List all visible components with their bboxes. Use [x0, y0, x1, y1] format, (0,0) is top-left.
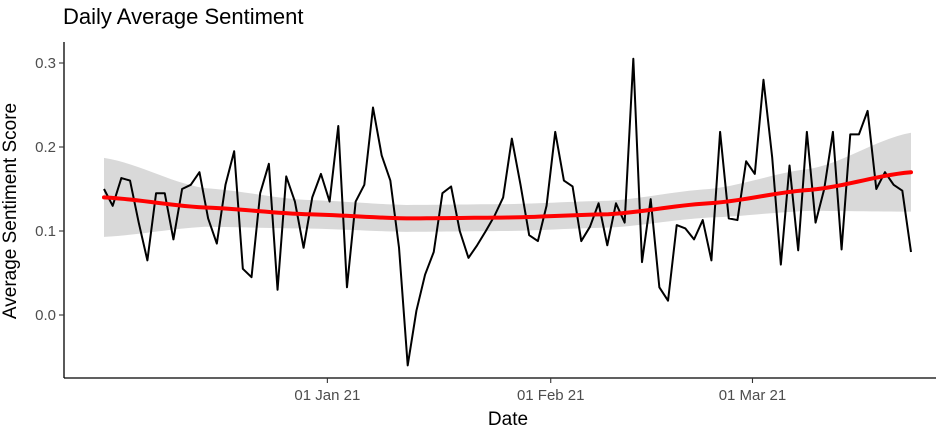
x-axis-title: Date — [488, 409, 528, 430]
y-axis-title: Average Sentiment Score — [0, 103, 21, 319]
y-tick-label: 0.3 — [35, 55, 56, 72]
smooth-trend-line — [102, 170, 913, 221]
x-tick-label: 01 Jan 21 — [294, 387, 360, 404]
x-axis: 01 Jan 21 01 Feb 21 01 Mar 21 — [294, 378, 786, 404]
y-axis: 0.0 0.1 0.2 0.3 — [35, 55, 64, 324]
chart-title: Daily Average Sentiment — [63, 4, 304, 29]
confidence-band — [104, 132, 911, 237]
x-tick-label: 01 Mar 21 — [719, 387, 787, 404]
y-tick-label: 0.2 — [35, 139, 56, 156]
plot-area — [102, 57, 913, 367]
y-tick-label: 0.1 — [35, 223, 56, 240]
x-tick-label: 01 Feb 21 — [517, 387, 585, 404]
y-tick-label: 0.0 — [35, 307, 56, 324]
